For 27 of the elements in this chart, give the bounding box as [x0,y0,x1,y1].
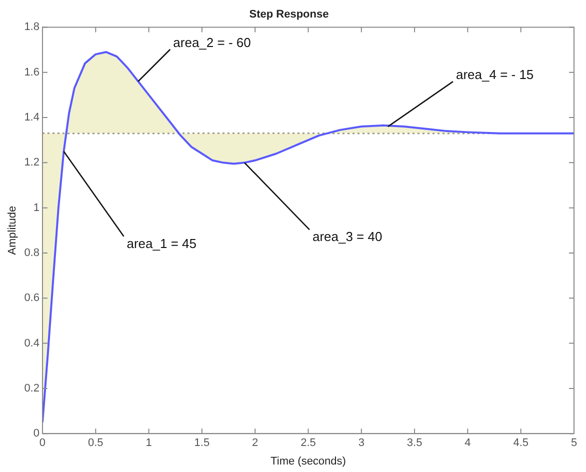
x-tick-label: 2.5 [300,437,316,450]
annotation: area_3 = 40 [312,229,382,244]
y-tick-label: 0 [33,428,40,440]
annotation: area_1 = 45 [126,236,197,251]
y-tick-label: 0.4 [24,337,40,350]
y-tick-label: 1 [33,202,40,214]
y-tick-label: 0.6 [24,292,40,304]
annotation: area_2 = - 60 [173,34,251,50]
annotation: area_4 = - 15 [456,67,534,82]
y-tick-label: 0.2 [24,382,40,394]
y-tick-label: 1.6 [24,66,40,78]
x-tick-label: 0.5 [88,437,104,450]
x-tick-label: 1 [146,437,152,450]
y-tick-label: 1.8 [24,21,40,34]
x-tick-label: 5 [570,437,578,450]
x-tick-label: 4.5 [513,437,528,450]
y-tick-label: 1.2 [24,156,40,169]
x-tick-label: 1.5 [194,437,210,450]
x-tick-label: 2 [252,437,258,450]
y-tick-label: 1.4 [24,112,40,124]
y-axis-title: Amplitude [6,206,19,255]
x-axis-title: Time (seconds) [270,455,346,468]
x-tick-label: 3 [358,437,364,450]
x-tick-label: 3.5 [406,437,422,450]
y-tick-label: 0.8 [24,247,40,260]
x-tick-label: 4 [464,437,471,450]
chart-title: Step Response [249,8,329,21]
